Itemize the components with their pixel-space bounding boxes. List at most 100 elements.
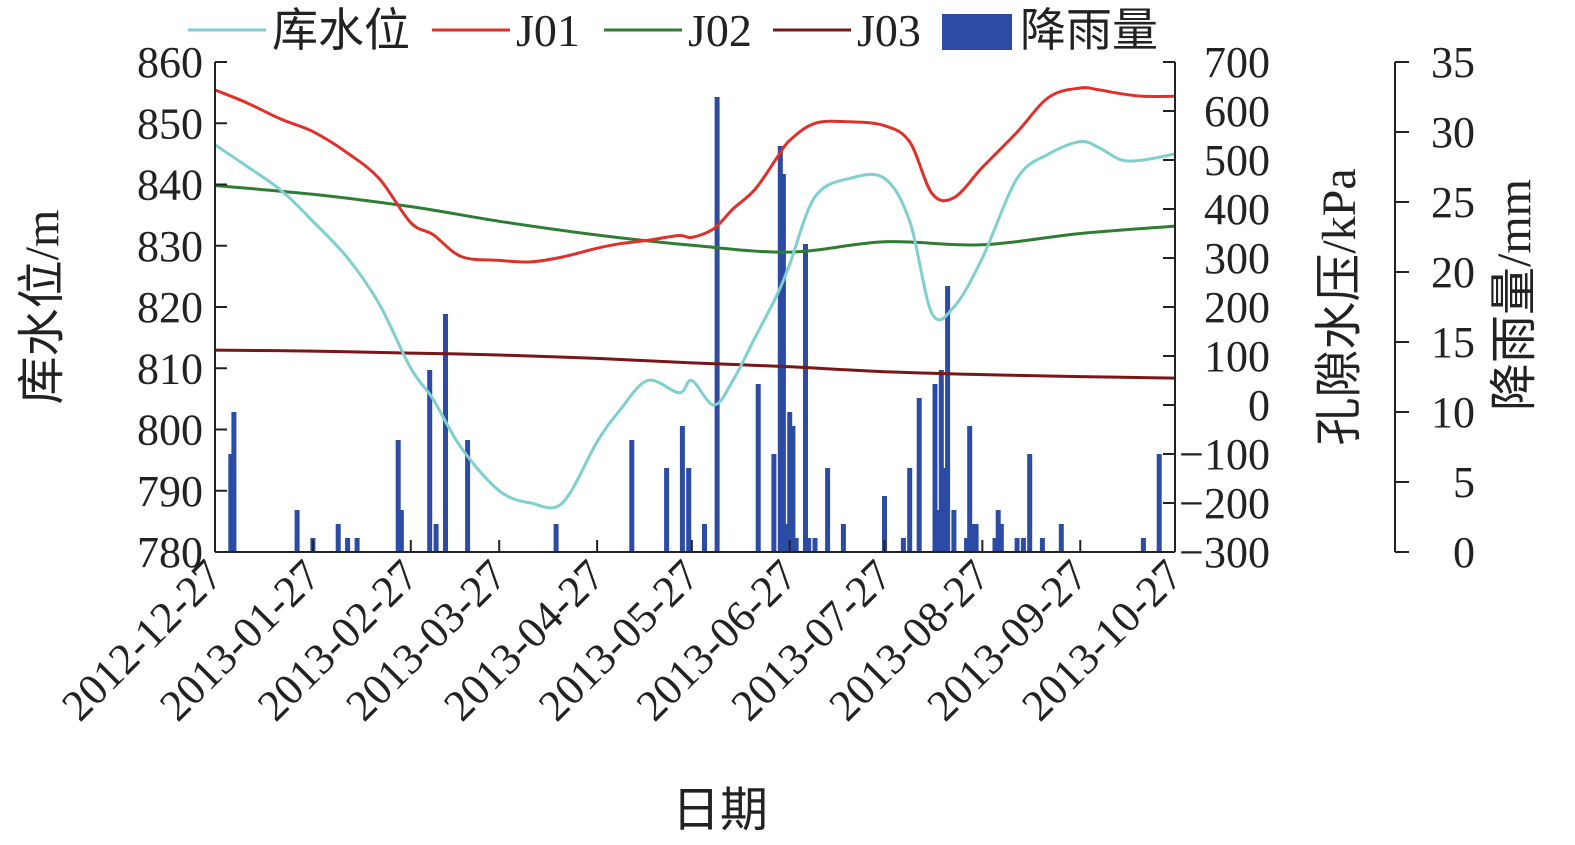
x-axis-title: 日期 (672, 784, 768, 837)
rainfall-bar (1058, 524, 1064, 552)
y2-tick-label: 600 (1204, 87, 1270, 136)
left-axis-title: 库水位/m (16, 210, 69, 405)
rainfall-bar (395, 440, 401, 552)
rainfall-bar (228, 454, 234, 552)
rainfall-bars (228, 97, 1162, 552)
y-tick-label: 780 (137, 528, 203, 577)
rainfall-bar (629, 440, 635, 552)
y3-tick-label: 35 (1431, 38, 1475, 87)
rainfall-bar (803, 244, 808, 552)
rainfall-bar (686, 468, 692, 552)
rainfall-bar (1039, 538, 1045, 552)
series-line (214, 184, 1176, 254)
rainfall-bar (812, 538, 818, 552)
rainfall-bar (840, 524, 846, 552)
rainfall-bar (790, 426, 796, 552)
series-line (214, 86, 1176, 264)
rainfall-bar (345, 538, 351, 552)
rainfall-bar (942, 468, 947, 552)
rainfall-bar (398, 510, 404, 552)
y-tick-label: 830 (137, 222, 203, 271)
rainfall-bar (932, 384, 938, 552)
rainfall-bar (995, 510, 1001, 552)
rainfall-bar (294, 510, 300, 552)
rainfall-bar (806, 538, 812, 552)
rainfall-bar (427, 370, 433, 552)
rainfall-bar (1140, 538, 1146, 552)
rainfall-bar (553, 524, 559, 552)
rainfall-axis-title: 降雨量/mm (1488, 179, 1541, 411)
y2-tick-label: −200 (1179, 479, 1270, 528)
legend-item: 降雨量 (942, 5, 1158, 56)
y3-tick-label: 15 (1431, 318, 1475, 367)
rainfall-bar (825, 468, 831, 552)
rainfall-bar (465, 440, 471, 552)
y3-tick-label: 25 (1431, 178, 1475, 227)
y3-tick-label: 0 (1453, 528, 1475, 577)
right-axis-title: 孔隙水压/kPa (1313, 168, 1366, 445)
legend-label: J02 (688, 5, 752, 56)
y-tick-label: 820 (137, 283, 203, 332)
rainfall-bar (907, 468, 913, 552)
legend-label: J03 (857, 5, 921, 56)
legend-label: 库水位 (272, 5, 410, 56)
legend-label: J01 (516, 5, 580, 56)
y3-tick-label: 20 (1431, 248, 1475, 297)
legend-item: J03 (773, 5, 921, 56)
rainfall-bar (755, 384, 761, 552)
legend-item: 库水位 (188, 5, 410, 56)
y2-tick-label: 700 (1204, 38, 1270, 87)
rainfall-bar (433, 524, 439, 552)
series-line (214, 139, 1176, 510)
rainfall-bar (714, 97, 720, 552)
y3-tick-label: 30 (1431, 108, 1475, 157)
rainfall-bar (1156, 454, 1162, 552)
rainfall-bar (916, 398, 922, 552)
rainfall-bar (973, 524, 979, 552)
rainfall-bar (964, 538, 970, 552)
y2-tick-label: 0 (1248, 381, 1270, 430)
rainfall-bar (992, 538, 998, 552)
y2-tick-label: 500 (1204, 136, 1270, 185)
y2-tick-label: 400 (1204, 185, 1270, 234)
y-tick-label: 810 (137, 344, 203, 393)
rainfall-bar (784, 524, 790, 552)
legend-item: J02 (604, 5, 752, 56)
rainfall-bar (900, 538, 906, 552)
y2-tick-label: 100 (1204, 332, 1270, 381)
legend: 库水位 J01 J02 J03 降雨量 (188, 5, 1158, 56)
rainfall-bar (771, 454, 777, 552)
rainfall-bar (967, 426, 973, 552)
legend-item: J01 (432, 5, 580, 56)
y2-tick-label: 300 (1204, 234, 1270, 283)
rainfall-bar (951, 510, 957, 552)
rainfall-bar (938, 370, 944, 552)
rainfall-bar (335, 524, 341, 552)
y2-tick-label: −100 (1179, 430, 1270, 479)
y2-tick-label: −300 (1179, 528, 1270, 577)
rainfall-bar (935, 510, 941, 552)
rainfall-bar (443, 314, 448, 552)
rainfall-bar (354, 538, 360, 552)
y-tick-label: 800 (137, 406, 203, 455)
y-tick-label: 790 (137, 467, 203, 516)
rainfall-bar (793, 538, 799, 552)
y3-tick-label: 10 (1431, 388, 1475, 437)
rainfall-bar (777, 146, 783, 552)
y3-tick-label: 5 (1453, 458, 1475, 507)
rainfall-bar (945, 286, 951, 552)
rainfall-bar (787, 412, 793, 552)
rainfall-bar (882, 496, 887, 552)
rainfall-bar (970, 524, 976, 552)
legend-swatch (942, 14, 1012, 50)
y-tick-label: 840 (137, 161, 203, 210)
legend-label: 降雨量 (1020, 5, 1158, 56)
rainfall-bar (1020, 538, 1026, 552)
rainfall-bar (702, 524, 707, 552)
rainfall-bar (664, 468, 670, 552)
series-line (214, 348, 1176, 380)
y2-tick-label: 200 (1204, 283, 1270, 332)
rainfall-bar (780, 174, 786, 552)
series-lines (214, 86, 1176, 510)
